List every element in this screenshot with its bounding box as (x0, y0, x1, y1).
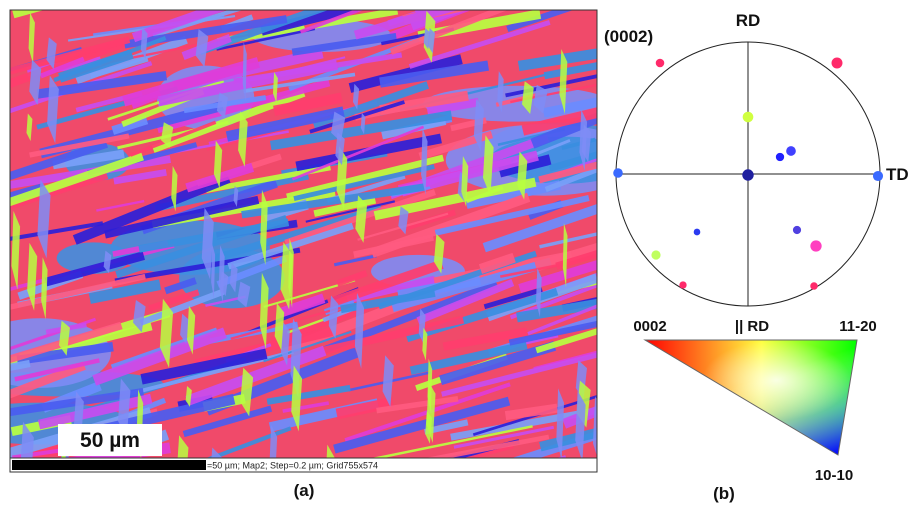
pole-spot (776, 153, 784, 161)
pole-spot (679, 281, 686, 288)
pole-spot (743, 112, 754, 123)
td-label: TD (886, 165, 909, 184)
pole-spot (832, 58, 843, 69)
pole-spot (742, 169, 753, 180)
pole-spot (651, 250, 660, 259)
scale-bar (12, 460, 206, 470)
pole-spot (793, 226, 801, 234)
key-10-10: 10-10 (815, 467, 853, 484)
pole-figure (613, 42, 883, 306)
pole-spot (786, 146, 796, 156)
pole-spot (810, 240, 821, 251)
pole-spot (613, 168, 623, 178)
caption-b: (b) (713, 484, 735, 503)
color-key (645, 340, 857, 455)
page: {"panel_a": {"scale_label": "50 µm", "in… (0, 0, 914, 505)
rd-label: RD (736, 11, 761, 30)
key-11-20: 11-20 (839, 318, 877, 335)
figure: 50 µm =50 µm; Map2; Step=0.2 µm; Grid755… (0, 0, 914, 505)
pole-spot (656, 59, 665, 68)
pole-spot (810, 282, 818, 290)
scale-label: 50 µm (80, 429, 140, 452)
plane-label: (0002) (604, 27, 653, 46)
key-0002: 0002 (633, 318, 666, 335)
key-direction: || RD (735, 318, 769, 335)
key-triangle-white (645, 340, 857, 455)
pole-spot (694, 229, 701, 236)
pole-spot (873, 171, 883, 181)
map-info: =50 µm; Map2; Step=0.2 µm; Grid755x574 (207, 461, 378, 471)
caption-a: (a) (294, 481, 315, 500)
